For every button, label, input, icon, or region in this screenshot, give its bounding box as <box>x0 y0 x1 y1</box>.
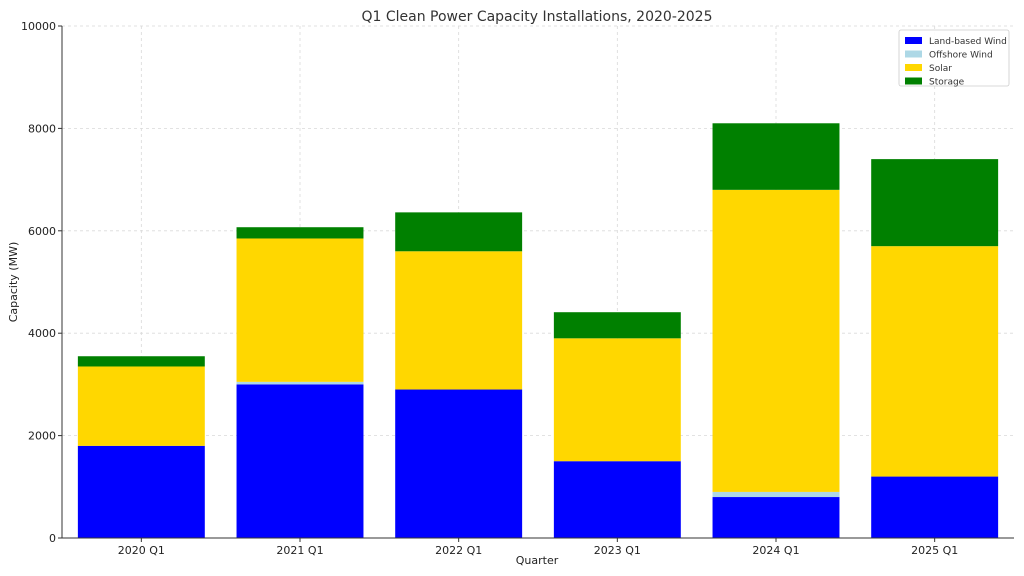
bar-storage-2023-q1 <box>553 312 681 339</box>
bar-land-based-wind-2024-q1 <box>712 497 840 538</box>
bar-land-based-wind-2020-q1 <box>77 445 205 538</box>
x-tick-label: 2020 Q1 <box>118 544 165 557</box>
bar-land-based-wind-2022-q1 <box>395 389 523 538</box>
bar-solar-2022-q1 <box>395 251 523 390</box>
x-axis-label: Quarter <box>516 554 559 567</box>
y-tick-label: 0 <box>49 532 56 545</box>
axes-group <box>58 25 1014 542</box>
bar-solar-2025-q1 <box>871 246 999 477</box>
y-tick-label: 8000 <box>28 122 56 135</box>
bar-storage-2021-q1 <box>236 227 364 239</box>
bar-storage-2024-q1 <box>712 123 840 190</box>
bar-land-based-wind-2021-q1 <box>236 384 364 538</box>
x-tick-label: 2022 Q1 <box>435 544 482 557</box>
bar-storage-2022-q1 <box>395 212 523 252</box>
bar-solar-2021-q1 <box>236 238 364 382</box>
y-tick-label: 6000 <box>28 225 56 238</box>
bar-solar-2023-q1 <box>553 338 681 462</box>
x-tick-label: 2025 Q1 <box>911 544 958 557</box>
legend-swatch <box>905 64 922 71</box>
legend-swatch <box>905 77 922 85</box>
legend-swatch <box>905 37 922 44</box>
legend-label: Land-based Wind <box>929 37 1007 47</box>
bars-group <box>77 123 999 538</box>
legend-box <box>898 29 1010 87</box>
bar-offshore-wind-2021-q1 <box>236 381 364 385</box>
legend-label: Storage <box>929 78 965 88</box>
x-tick-label: 2021 Q1 <box>276 544 323 557</box>
legend-swatch <box>905 50 922 58</box>
bar-solar-2020-q1 <box>77 366 205 446</box>
y-tick-label: 2000 <box>28 430 56 443</box>
y-axis-label: Capacity (MW) <box>7 242 20 323</box>
y-tick-label: 10000 <box>21 20 56 33</box>
y-tick-label: 4000 <box>28 327 56 340</box>
bar-land-based-wind-2025-q1 <box>871 476 999 538</box>
legend: Land-based Wind Offshore Wind Solar Storage <box>898 29 1010 88</box>
bar-land-based-wind-2023-q1 <box>553 461 681 538</box>
bar-offshore-wind-2024-q1 <box>712 491 840 498</box>
x-tick-label: 2024 Q1 <box>752 544 799 557</box>
bar-solar-2024-q1 <box>712 189 840 492</box>
x-tick-label: 2023 Q1 <box>594 544 641 557</box>
chart-title: Q1 Clean Power Capacity Installations, 2… <box>361 9 712 25</box>
legend-label: Solar <box>929 64 952 74</box>
tick-labels-group: 0 2000 4000 6000 8000 10000 2020 Q1 2021 Q1 2022… <box>21 20 958 557</box>
legend-label: Offshore Wind <box>929 51 993 61</box>
bar-storage-2020-q1 <box>77 356 205 367</box>
bar-storage-2025-q1 <box>871 159 999 247</box>
